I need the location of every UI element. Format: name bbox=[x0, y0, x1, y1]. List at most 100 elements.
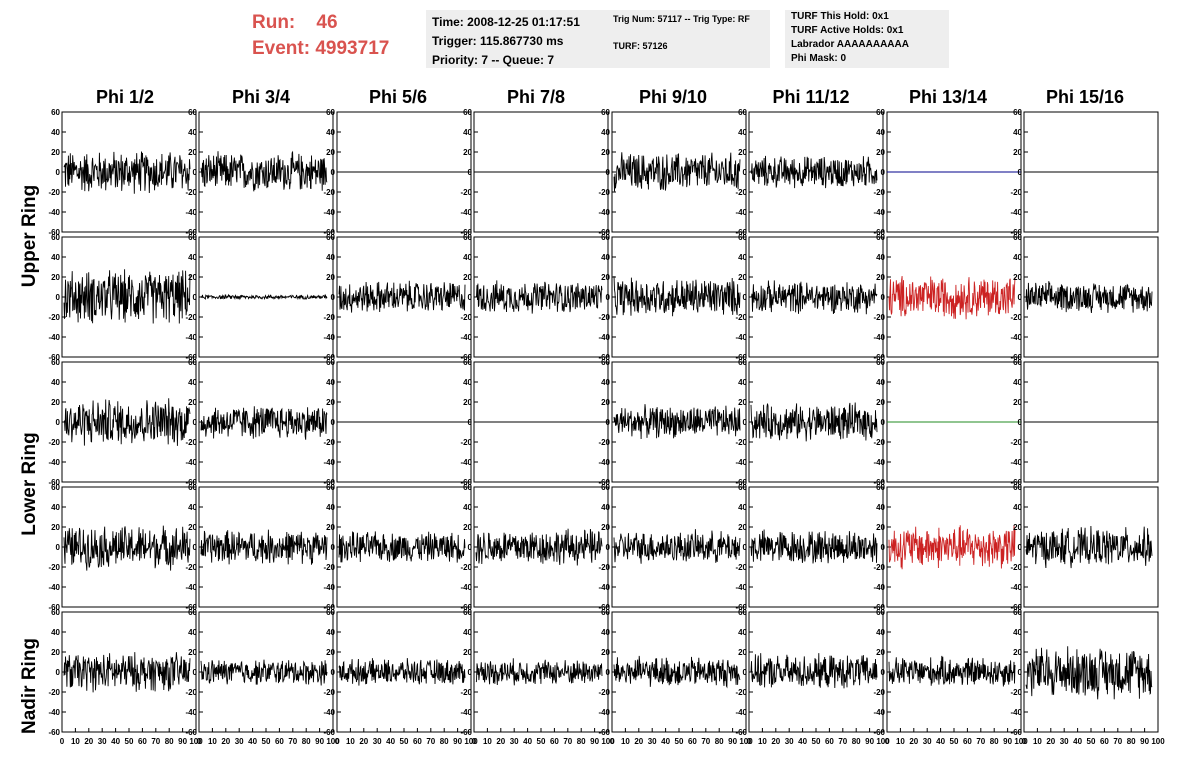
x-tick-label: 20 bbox=[84, 737, 93, 746]
y-tick-label: -40 bbox=[598, 583, 610, 592]
y-tick-label: 60 bbox=[463, 108, 472, 117]
y-tick-label: 0 bbox=[1018, 168, 1023, 177]
time-info-box: Time: 2008-12-25 01:17:51 Trigger: 115.8… bbox=[426, 10, 616, 68]
y-tick-label: -20 bbox=[460, 688, 472, 697]
y-tick-label: -20 bbox=[735, 563, 747, 572]
x-tick-label: 0 bbox=[335, 737, 340, 746]
waveform-trace bbox=[475, 528, 603, 566]
x-tick-label: 50 bbox=[262, 737, 271, 746]
y-tick-label: -40 bbox=[598, 708, 610, 717]
y-tick-label: 40 bbox=[463, 378, 472, 387]
y-tick-label: 0 bbox=[743, 293, 748, 302]
x-tick-label: 10 bbox=[71, 737, 80, 746]
y-tick-label: 40 bbox=[188, 503, 197, 512]
x-tick-label: 60 bbox=[275, 737, 284, 746]
x-tick-label: 100 bbox=[739, 737, 753, 746]
y-tick-label: -60 bbox=[48, 728, 60, 737]
y-tick-label: 20 bbox=[876, 648, 885, 657]
y-tick-label: 60 bbox=[51, 108, 60, 117]
x-tick-label: 30 bbox=[923, 737, 932, 746]
y-tick-label: 20 bbox=[876, 398, 885, 407]
y-tick-label: -20 bbox=[323, 313, 335, 322]
y-tick-label: -60 bbox=[598, 353, 610, 362]
y-tick-label: -40 bbox=[48, 458, 60, 467]
y-tick-label: -60 bbox=[1010, 728, 1022, 737]
y-tick-label: -20 bbox=[735, 688, 747, 697]
y-tick-label: 0 bbox=[193, 418, 198, 427]
x-tick-label: 90 bbox=[1140, 737, 1149, 746]
waveform-trace bbox=[888, 276, 1016, 320]
y-tick-label: -40 bbox=[598, 333, 610, 342]
x-tick-label: 0 bbox=[472, 737, 477, 746]
trig-num-text: Trig Num: 57117 -- Trig Type: RF bbox=[613, 14, 750, 24]
y-tick-label: 60 bbox=[1013, 233, 1022, 242]
y-tick-label: -40 bbox=[873, 333, 885, 342]
y-tick-label: 60 bbox=[1013, 608, 1022, 617]
y-tick-label: 0 bbox=[331, 293, 336, 302]
y-tick-label: 40 bbox=[876, 128, 885, 137]
y-tick-label: 0 bbox=[331, 418, 336, 427]
y-tick-label: 40 bbox=[1013, 503, 1022, 512]
y-tick-label: -40 bbox=[598, 458, 610, 467]
x-tick-label: 70 bbox=[288, 737, 297, 746]
y-tick-label: -60 bbox=[185, 353, 197, 362]
x-tick-label: 80 bbox=[715, 737, 724, 746]
y-tick-label: -20 bbox=[185, 688, 197, 697]
y-tick-label: -20 bbox=[598, 688, 610, 697]
y-tick-label: -60 bbox=[735, 478, 747, 487]
turf-text: TURF: 57126 bbox=[613, 41, 668, 51]
y-tick-label: 40 bbox=[601, 378, 610, 387]
y-tick-label: -60 bbox=[873, 603, 885, 612]
x-tick-label: 70 bbox=[701, 737, 710, 746]
y-tick-label: 20 bbox=[188, 148, 197, 157]
x-tick-label: 50 bbox=[1087, 737, 1096, 746]
phi-label-4: Phi 7/8 bbox=[506, 87, 566, 107]
x-tick-label: 60 bbox=[138, 737, 147, 746]
phi-label-5: Phi 9/10 bbox=[638, 87, 708, 107]
x-tick-label: 60 bbox=[1100, 737, 1109, 746]
x-tick-label: 10 bbox=[1033, 737, 1042, 746]
y-tick-label: 20 bbox=[51, 523, 60, 532]
x-tick-label: 10 bbox=[483, 737, 492, 746]
x-tick-label: 40 bbox=[248, 737, 257, 746]
y-tick-label: 20 bbox=[876, 523, 885, 532]
waveform-trace bbox=[475, 280, 603, 314]
y-tick-label: -40 bbox=[1010, 333, 1022, 342]
y-tick-label: -40 bbox=[598, 208, 610, 217]
y-tick-label: 0 bbox=[331, 543, 336, 552]
y-tick-label: 0 bbox=[56, 418, 61, 427]
y-tick-label: -20 bbox=[873, 188, 885, 197]
y-tick-label: 40 bbox=[326, 378, 335, 387]
y-tick-label: 0 bbox=[743, 543, 748, 552]
y-tick-label: -20 bbox=[598, 188, 610, 197]
y-tick-label: -60 bbox=[1010, 353, 1022, 362]
y-tick-label: 0 bbox=[606, 543, 611, 552]
y-tick-label: -60 bbox=[873, 353, 885, 362]
waveform-trace bbox=[1025, 525, 1153, 569]
x-tick-label: 20 bbox=[221, 737, 230, 746]
y-tick-label: 40 bbox=[601, 128, 610, 137]
y-tick-label: 60 bbox=[188, 608, 197, 617]
x-tick-label: 40 bbox=[111, 737, 120, 746]
y-tick-label: -40 bbox=[185, 208, 197, 217]
y-tick-label: -40 bbox=[323, 333, 335, 342]
y-tick-label: 20 bbox=[738, 648, 747, 657]
y-tick-label: -40 bbox=[460, 208, 472, 217]
x-tick-label: 10 bbox=[346, 737, 355, 746]
x-tick-label: 10 bbox=[621, 737, 630, 746]
y-tick-label: -20 bbox=[185, 438, 197, 447]
x-tick-label: 100 bbox=[1151, 737, 1165, 746]
y-tick-label: 20 bbox=[601, 648, 610, 657]
x-tick-label: 40 bbox=[523, 737, 532, 746]
y-tick-label: 40 bbox=[188, 628, 197, 637]
y-tick-label: -20 bbox=[323, 438, 335, 447]
labrador-text: Labrador AAAAAAAAAA bbox=[791, 39, 909, 50]
y-tick-label: -60 bbox=[460, 353, 472, 362]
x-tick-label: 0 bbox=[197, 737, 202, 746]
y-tick-label: 0 bbox=[1018, 543, 1023, 552]
y-tick-label: -20 bbox=[1010, 688, 1022, 697]
waveform-trace bbox=[63, 525, 191, 571]
y-tick-label: 40 bbox=[1013, 628, 1022, 637]
y-tick-label: -20 bbox=[1010, 313, 1022, 322]
y-tick-label: -40 bbox=[460, 333, 472, 342]
